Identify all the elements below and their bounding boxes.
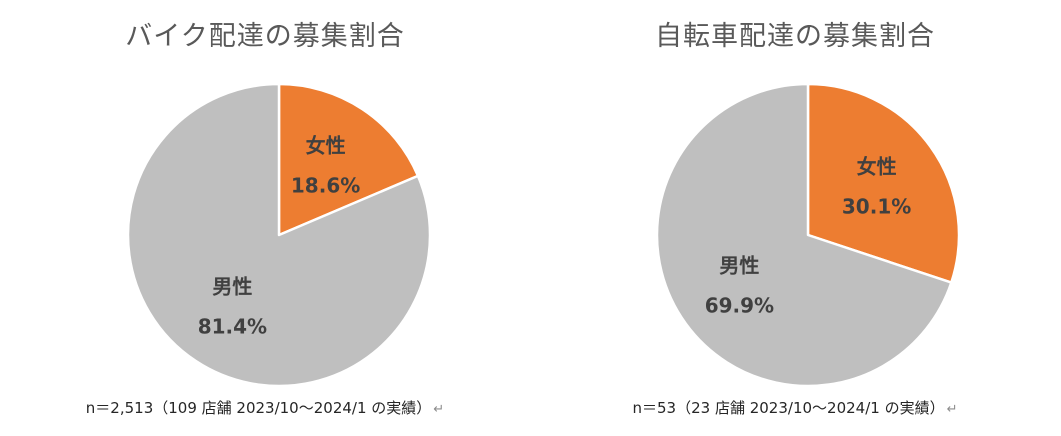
slice-value-label-male: 69.9% — [705, 294, 774, 318]
bike-delivery-chart: バイク配達の募集割合 女性 18.6% 男性 81.4% n＝2,513（109 店舗… — [0, 0, 530, 436]
chart-title: 自転車配達の募集割合 — [655, 21, 935, 52]
slice-value-label-female: 18.6% — [291, 174, 360, 198]
sample-size-text: n＝2,513（109 店舗 2023/10～2024/1 の実績） — [85, 399, 432, 417]
chart-title: バイク配達の募集割合 — [125, 21, 405, 52]
return-mark: ↵ — [433, 402, 445, 417]
slice-category-label-male: 男性 — [719, 254, 759, 278]
pie-slice-male — [126, 82, 432, 388]
pie-slice-male — [655, 82, 953, 388]
slice-category-label-female: 女性 — [857, 155, 897, 179]
pie-slice-female — [806, 82, 961, 284]
bicycle-delivery-chart: 自転車配達の募集割合 女性 30.1% 男性 69.9% n＝53（23 店舗 202… — [530, 0, 1060, 436]
pie-slice-female — [277, 82, 420, 237]
slice-category-label-female: 女性 — [306, 134, 346, 158]
slice-value-label-male: 81.4% — [198, 315, 267, 339]
return-mark: ↵ — [946, 402, 958, 417]
sample-size-text: n＝53（23 店舗 2023/10～2024/1 の実績） — [632, 399, 945, 417]
sample-size-note: n＝2,513（109 店舗 2023/10～2024/1 の実績） ↵ — [0, 397, 530, 418]
pie-chart: 女性 18.6% 男性 81.4% — [126, 82, 432, 388]
pie-chart: 女性 30.1% 男性 69.9% — [655, 82, 961, 388]
sample-size-note: n＝53（23 店舗 2023/10～2024/1 の実績） ↵ — [530, 397, 1060, 418]
slice-category-label-male: 男性 — [212, 275, 252, 299]
slice-value-label-female: 30.1% — [842, 195, 911, 219]
